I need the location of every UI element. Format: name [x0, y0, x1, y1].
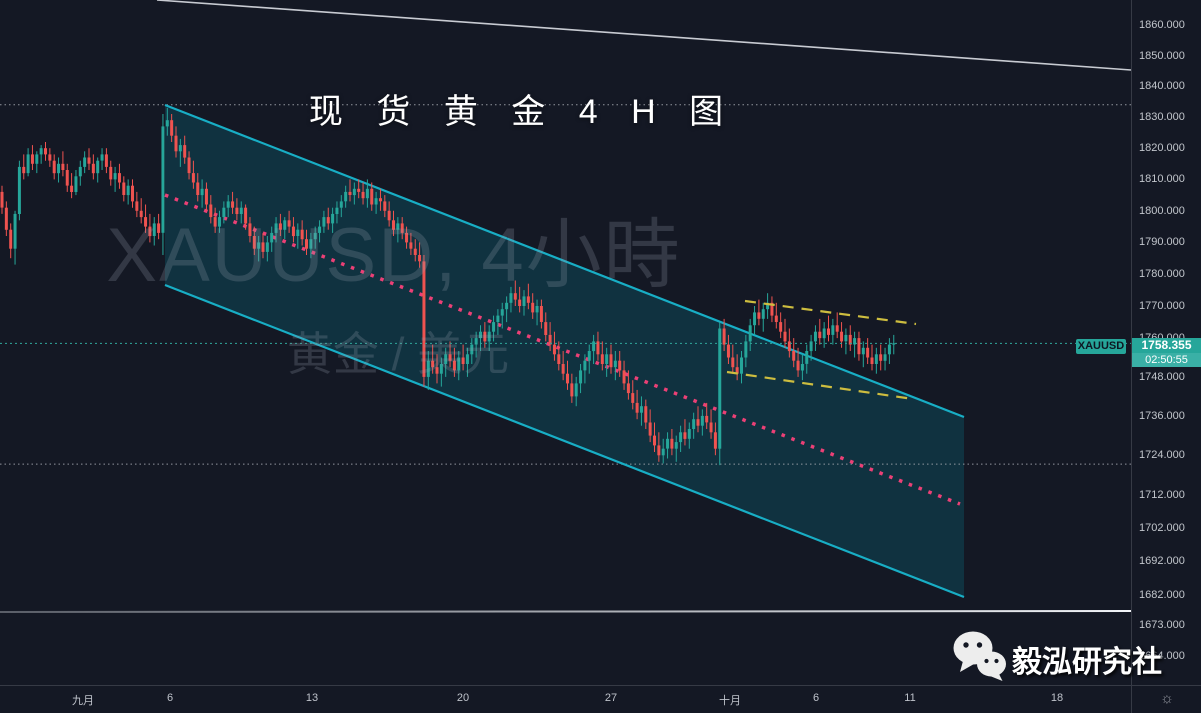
top-trendline[interactable]	[156, 0, 1131, 71]
price-axis-label: 1664.000	[1139, 649, 1185, 662]
price-axis-label: 1860.000	[1139, 19, 1185, 31]
time-axis-label: 20	[456, 692, 470, 704]
price-axis-label: 1780.000	[1139, 268, 1185, 281]
time-axis-label: 13	[305, 692, 319, 704]
time-axis-label: 6	[166, 692, 174, 704]
price-axis-label: 1748.000	[1139, 370, 1185, 383]
bar-countdown: 02:50:55	[1132, 353, 1201, 368]
yellow-dashed-line	[744, 299, 917, 326]
price-axis-label: 1840.000	[1139, 80, 1185, 93]
price-axis-label: 1673.000	[1139, 619, 1185, 632]
axis-separator-horizontal	[0, 685, 1201, 686]
price-axis-label: 1724.000	[1139, 449, 1185, 462]
last-price-value: 1758.355	[1132, 338, 1201, 354]
price-axis-label: 1712.000	[1139, 488, 1185, 501]
channel-lower-line[interactable]	[164, 283, 965, 599]
price-axis-label: 1692.000	[1139, 555, 1185, 568]
yellow-range-lines[interactable]	[726, 299, 917, 401]
price-axis[interactable]: 1860.000 1850.000 1840.000 1830.000 1820.000…	[1131, 0, 1201, 685]
price-axis-label: 1830.000	[1139, 111, 1185, 124]
symbol-badge: XAUUSD	[1076, 339, 1126, 355]
chart-title: 现 货 黄 金 4 H 图	[308, 93, 736, 131]
price-axis-label: 1850.000	[1139, 49, 1185, 62]
price-axis-label: 1800.000	[1139, 204, 1185, 217]
price-axis-label: 1702.000	[1139, 522, 1185, 535]
time-axis-label: 18	[1050, 692, 1064, 704]
time-axis-label: 11	[904, 692, 916, 704]
time-axis[interactable]: 九月 6 13 20 27 十月 6 11 18	[0, 685, 1201, 713]
time-axis-label: 6	[812, 692, 820, 704]
last-price-badge: 1758.355 02:50:55	[1132, 338, 1201, 368]
yellow-dashed-line	[726, 370, 914, 401]
support-trendline[interactable]	[0, 610, 1131, 613]
channel-fill	[165, 105, 964, 597]
time-axis-label: 九月	[72, 695, 94, 707]
candles	[0, 107, 896, 466]
chart-canvas[interactable]	[0, 0, 1131, 685]
theme-toggle-button[interactable]: ☼	[1160, 690, 1174, 707]
price-axis-label: 1820.000	[1139, 142, 1185, 155]
price-axis-label: 1810.000	[1139, 173, 1185, 186]
channel-upper-line[interactable]	[164, 103, 965, 419]
price-axis-label: 1736.000	[1139, 409, 1185, 422]
time-axis-label: 十月	[719, 695, 741, 707]
time-axis-label: 27	[604, 692, 618, 704]
price-axis-label: 1682.000	[1139, 589, 1185, 601]
axis-separator-vertical	[1131, 0, 1132, 713]
price-axis-label: 1790.000	[1139, 236, 1185, 249]
price-axis-label: 1770.000	[1139, 300, 1185, 313]
